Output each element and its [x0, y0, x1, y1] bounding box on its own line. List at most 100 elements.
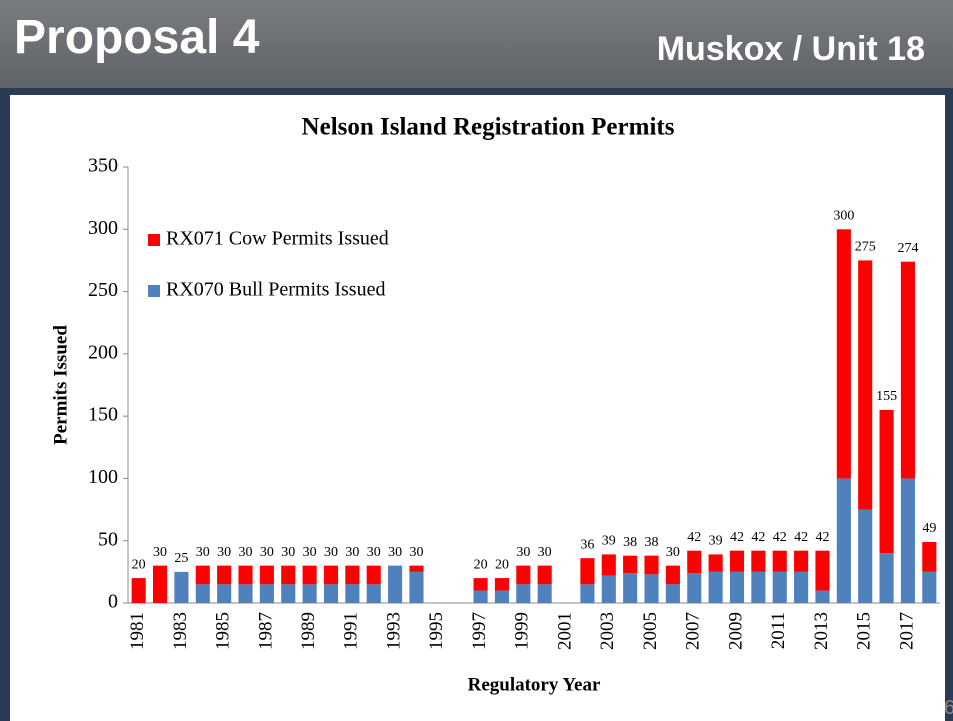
bar-segment — [836, 478, 851, 603]
data-label: 25 — [174, 551, 188, 566]
chart-title: Nelson Island Registration Permits — [302, 114, 675, 141]
bar-segment — [195, 565, 210, 585]
x-tick-label: 1981 — [127, 612, 148, 650]
data-label: 38 — [645, 535, 659, 550]
data-label: 30 — [388, 545, 402, 560]
y-tick-label: 150 — [88, 404, 118, 426]
data-label: 42 — [687, 530, 701, 545]
bar-segment — [537, 565, 552, 585]
bar-segment — [494, 590, 509, 603]
data-label: 42 — [794, 530, 808, 545]
y-tick-label: 300 — [88, 217, 118, 239]
data-label: 20 — [495, 557, 509, 572]
x-tick-label: 2015 — [854, 612, 875, 650]
bar-segment — [323, 565, 339, 585]
bar-segment — [751, 550, 766, 572]
bar-segment — [708, 554, 723, 572]
bar-segment — [729, 571, 745, 603]
bar-segment — [687, 573, 702, 603]
bar-segment — [601, 575, 616, 603]
bar-segment — [302, 584, 317, 603]
bar-segment — [217, 584, 232, 603]
bar-segment — [900, 261, 915, 479]
data-label: 42 — [773, 530, 787, 545]
bar-segment — [623, 555, 638, 574]
slide-title: Proposal 4 — [14, 11, 260, 64]
y-tick-label: 0 — [108, 591, 118, 613]
bar-segment — [217, 565, 232, 585]
x-tick-label: 2007 — [683, 612, 704, 650]
bar-segment — [580, 558, 595, 585]
bar-segment — [922, 541, 937, 572]
bar-segment — [858, 260, 873, 510]
bar-segment — [281, 565, 296, 585]
data-label: 30 — [666, 545, 680, 560]
bar-segment — [879, 409, 894, 554]
x-tick-label: 2011 — [768, 612, 789, 649]
legend-swatch — [148, 285, 160, 297]
data-label: 275 — [855, 240, 876, 255]
data-label: 30 — [324, 545, 338, 560]
page-number: 6 — [944, 697, 953, 719]
bar-segment — [195, 584, 210, 603]
x-tick-label: 1987 — [255, 612, 276, 650]
header-bar: Proposal 4 Muskox / Unit 18 — [0, 0, 953, 88]
bar-segment — [323, 584, 339, 603]
bar-segment — [580, 584, 595, 603]
legend-swatch — [148, 234, 160, 246]
data-label: 30 — [538, 545, 552, 560]
x-tick-label: 2005 — [640, 612, 661, 650]
bar-segment — [238, 584, 253, 603]
bar-segment — [772, 550, 787, 572]
bar-segment — [623, 573, 638, 603]
data-label: 30 — [217, 545, 231, 560]
x-tick-label: 1995 — [426, 612, 447, 650]
bar-segment — [409, 565, 424, 572]
bar-segment — [922, 571, 937, 603]
bar-segment — [494, 578, 509, 591]
bar-segment — [751, 571, 766, 603]
x-tick-label: 2017 — [896, 612, 917, 650]
bar-segment — [665, 565, 680, 585]
data-label: 300 — [833, 209, 854, 224]
bar-segment — [644, 555, 659, 575]
bar-segment — [601, 554, 616, 576]
data-label: 39 — [709, 534, 723, 549]
bar-segment — [879, 553, 894, 603]
bar-segment — [665, 584, 680, 603]
bar-segment — [537, 584, 552, 603]
bar-segment — [644, 574, 659, 603]
bar-segment — [153, 565, 168, 603]
bar-segment — [259, 565, 274, 585]
data-label: 20 — [474, 557, 488, 572]
data-label: 30 — [281, 545, 295, 560]
data-label: 30 — [196, 545, 210, 560]
data-label: 36 — [580, 537, 594, 552]
bar-segment — [516, 565, 531, 585]
data-label: 30 — [260, 545, 274, 560]
bar-segment — [345, 584, 360, 603]
data-label: 38 — [623, 535, 637, 550]
x-tick-label: 1985 — [213, 612, 234, 650]
data-label: 20 — [132, 557, 146, 572]
bar-segment — [794, 550, 809, 572]
bar-segment — [836, 229, 851, 479]
data-label: 42 — [751, 530, 765, 545]
data-label: 274 — [897, 241, 918, 256]
data-label: 42 — [815, 530, 829, 545]
bar-segment — [473, 578, 488, 591]
x-axis-label: Regulatory Year — [468, 674, 601, 695]
y-axis-label: Permits Issued — [50, 325, 71, 445]
bar-segment — [708, 571, 723, 603]
bar-segment — [473, 590, 488, 603]
bar-segment — [794, 571, 809, 603]
bar-segment — [815, 550, 830, 591]
y-tick-label: 250 — [88, 279, 118, 301]
data-label: 39 — [602, 534, 616, 549]
bar-segment — [259, 584, 274, 603]
bar-segment — [302, 565, 317, 585]
data-label: 155 — [876, 389, 897, 404]
x-tick-label: 1991 — [341, 612, 362, 650]
